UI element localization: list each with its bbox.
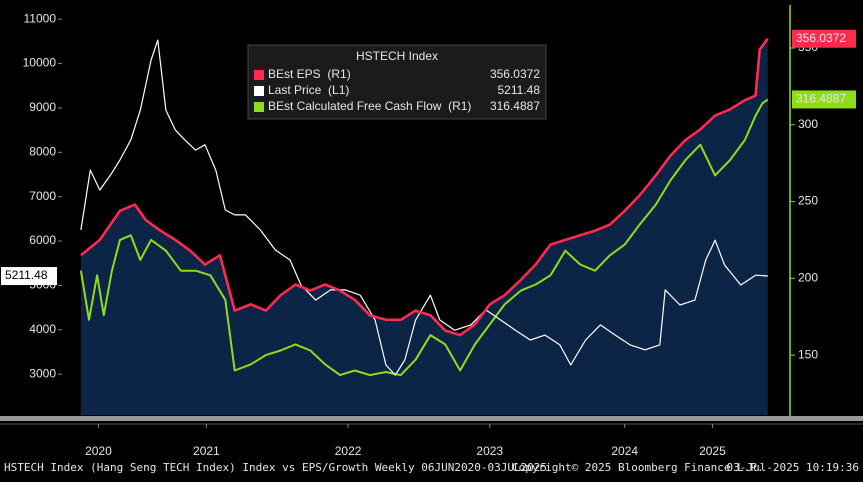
line: [79, 98, 769, 377]
last-value-tag: [1, 267, 57, 286]
last-value-label: 5211.48: [5, 268, 48, 282]
y-tick-label: 4000: [29, 322, 56, 336]
legend: BEst EPS (R1) 356.0372 Last Price (L1) 5211…: [254, 67, 540, 113]
line: [80, 39, 768, 376]
x-tick-label: 2021: [193, 444, 220, 458]
legend-title: HSTECH Index: [356, 49, 438, 63]
footer-left: HSTECH Index (Hang Seng TECH Index) Inde…: [4, 461, 547, 474]
footer-copyright: Copyright© 2025 Bloomberg Finance L.P.: [512, 461, 764, 474]
y2-tick-label: 200: [798, 271, 818, 285]
last-value-label: 356.0372: [796, 31, 846, 45]
y-tick-label: 11000: [24, 11, 57, 25]
last-value-tag: [792, 90, 856, 109]
legend-label: BEst Calculated Free Cash Flow (R1): [268, 99, 471, 113]
legend-label: BEst EPS (R1): [268, 67, 351, 81]
y-tick-label: 6000: [29, 233, 56, 247]
x-tick-label: 2023: [476, 444, 503, 458]
legend-label: Last Price (L1): [268, 83, 349, 97]
y-tick-label: 8000: [29, 144, 56, 158]
legend-value: 356.0372: [490, 67, 540, 81]
legend-value: 316.4887: [490, 99, 540, 113]
y-tick-label: 7000: [29, 189, 56, 203]
legend-swatch: [254, 86, 264, 96]
x-tick-label: 2025: [699, 444, 726, 458]
x-tick-label: 2022: [335, 444, 362, 458]
last-value-label: 316.4887: [796, 92, 846, 106]
line: [80, 37, 769, 337]
x-tick-label: 2020: [85, 444, 112, 458]
y-tick-label: 10000: [23, 56, 57, 70]
last-value-tag: [792, 29, 856, 48]
legend-swatch: [254, 70, 264, 80]
plot-area: 3000400050006000700080009000100001100015…: [0, 5, 863, 458]
legend-box: [247, 44, 547, 120]
y-tick-label: 3000: [29, 366, 56, 380]
y2-tick-label: 300: [798, 117, 818, 131]
footer-date: 03-Jul-2025 10:19:36: [727, 461, 859, 474]
y2-tick-label: 250: [798, 194, 818, 208]
x-tick-label: 2024: [611, 444, 638, 458]
x-axis-strip: [0, 416, 863, 421]
y-tick-label: 9000: [29, 100, 56, 114]
y2-tick-label: 150: [798, 347, 818, 361]
footer-bar: [0, 460, 863, 482]
area: [80, 38, 768, 415]
legend-swatch: [254, 102, 264, 112]
legend-value: 5211.48: [498, 83, 541, 97]
